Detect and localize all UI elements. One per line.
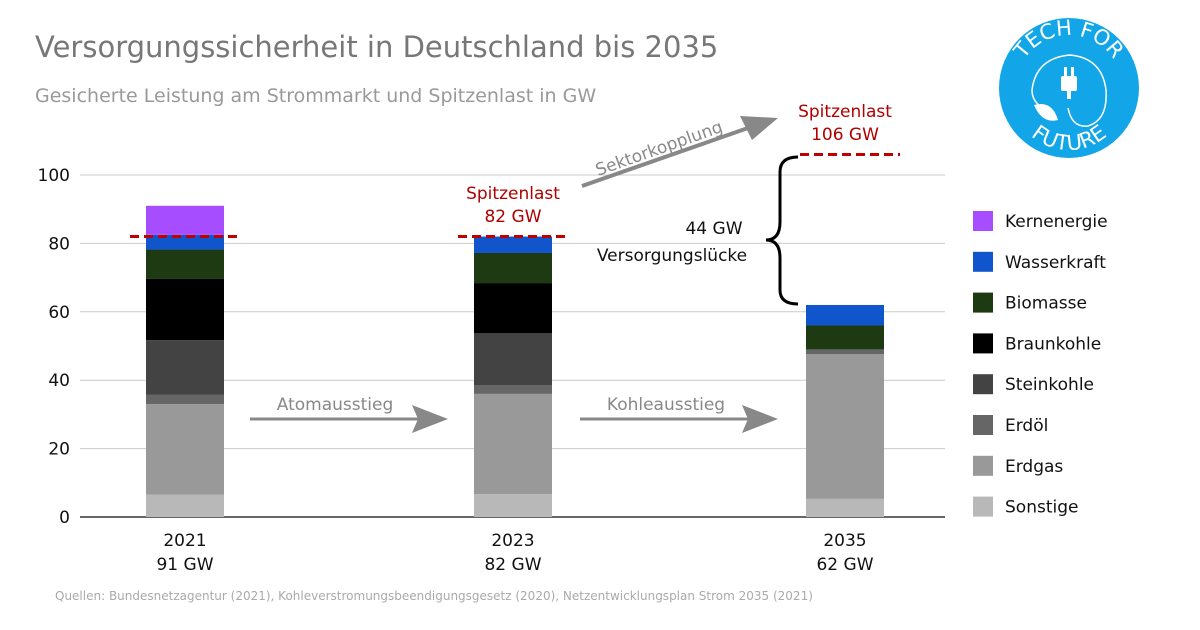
spitzenlast-2023-label: Spitzenlast	[466, 184, 560, 204]
y-tick-label: 40	[48, 371, 70, 391]
bar-segment-erdöl	[146, 394, 224, 405]
gap-brace	[765, 155, 799, 306]
y-tick-label: 80	[48, 234, 70, 254]
sektorkopplung-arrow	[581, 116, 778, 188]
bar-segment-braunkohle	[474, 283, 552, 334]
legend-label: Erdöl	[1005, 416, 1048, 436]
bar-segment-erdgas	[146, 404, 224, 495]
spitzenlast-2035-label: Spitzenlast	[798, 102, 892, 122]
legend-swatch	[973, 496, 993, 517]
legend-label: Steinkohle	[1005, 375, 1094, 395]
bar-segment-biomasse	[474, 252, 552, 284]
legend-swatch	[973, 415, 993, 435]
bar-segment-wasserkraft	[474, 236, 552, 253]
chart-subtitle: Gesicherte Leistung am Strommarkt und Sp…	[35, 85, 596, 107]
legend-swatch	[973, 374, 993, 395]
chart-title: Versorgungssicherheit in Deutschland bis…	[35, 30, 718, 64]
category-total-label: 91 GW	[156, 555, 213, 575]
x-axis: 2021 91 GW 2023 82 GW 2035 62 GW	[156, 531, 873, 575]
y-tick-label: 20	[48, 440, 70, 460]
legend-label: Erdgas	[1005, 457, 1063, 477]
legend-swatch	[973, 292, 993, 313]
y-tick-label: 100	[38, 166, 70, 186]
x-tick-label: 2035	[823, 531, 866, 551]
y-tick-label: 60	[48, 303, 70, 323]
x-tick-label: 2021	[163, 531, 206, 551]
gap-value: 44 GW	[685, 219, 742, 239]
legend-swatch	[973, 251, 993, 272]
spitzenlast-2023-value: 82 GW	[484, 207, 541, 227]
source-note: Quellen: Bundesnetzagentur (2021), Kohle…	[55, 589, 813, 603]
legend-label: Wasserkraft	[1005, 253, 1106, 273]
legend-label: Braunkohle	[1005, 334, 1101, 354]
bar-segment-erdöl	[806, 349, 884, 355]
atomausstieg-label: Atomausstieg	[277, 395, 394, 415]
bar-segment-braunkohle	[146, 278, 224, 341]
bar-segment-wasserkraft	[146, 234, 224, 250]
kohleausstieg-arrow	[580, 405, 778, 433]
legend-label: Biomasse	[1005, 294, 1087, 314]
bar-segment-biomasse	[146, 249, 224, 279]
x-tick-label: 2023	[491, 531, 534, 551]
spitzenlast-2035-value: 106 GW	[811, 125, 879, 145]
bar-segment-sonstige	[474, 494, 552, 517]
legend-label: Kernenergie	[1005, 212, 1108, 232]
bar-segment-steinkohle	[146, 340, 224, 395]
legend-swatch	[973, 211, 993, 231]
legend-label: Sonstige	[1005, 498, 1078, 518]
atomausstieg-arrow	[250, 405, 448, 433]
category-total-label: 62 GW	[816, 555, 873, 575]
bar-segment-wasserkraft	[806, 304, 884, 326]
sektorkopplung-label: Sektorkopplung	[593, 117, 725, 180]
category-total-label: 82 GW	[484, 555, 541, 575]
bar-segment-sonstige	[806, 498, 884, 517]
gap-label: Versorgungslücke	[597, 246, 747, 266]
legend-swatch	[973, 455, 993, 476]
bar-segment-biomasse	[806, 325, 884, 350]
bar-segment-erdgas	[474, 393, 552, 495]
bar-segment-erdgas	[806, 354, 884, 499]
kohleausstieg-label: Kohleausstieg	[607, 395, 725, 415]
bar-segment-kernenergie	[146, 205, 224, 235]
bar-segment-erdöl	[474, 384, 552, 394]
tech-for-future-logo: TECH FOR FUTURE	[999, 16, 1139, 158]
bars	[146, 205, 884, 517]
y-tick-label: 0	[59, 508, 70, 528]
bar-segment-sonstige	[146, 494, 224, 517]
y-axis: 0 20 40 60 80 100	[38, 166, 70, 528]
legend-swatch	[973, 333, 993, 354]
bar-segment-steinkohle	[474, 333, 552, 385]
legend: Kernenergie Wasserkraft Biomasse Braunkohle…	[973, 211, 1108, 518]
peak-load-lines	[130, 152, 900, 239]
